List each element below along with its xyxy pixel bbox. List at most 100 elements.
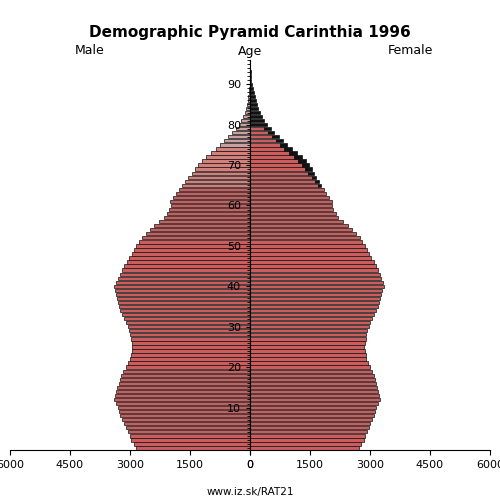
Bar	[202, 160, 250, 162]
Bar	[211, 152, 250, 154]
Text: Demographic Pyramid Carinthia 1996: Demographic Pyramid Carinthia 1996	[89, 25, 411, 40]
Bar	[250, 358, 366, 360]
Bar	[250, 123, 267, 126]
Bar	[250, 131, 268, 134]
Bar	[289, 152, 297, 154]
Bar	[169, 208, 250, 211]
Bar	[312, 176, 316, 179]
Bar	[123, 370, 250, 373]
Bar	[250, 248, 367, 252]
Bar	[128, 362, 250, 365]
Bar	[298, 160, 306, 162]
Bar	[250, 252, 369, 256]
Bar	[248, 99, 250, 102]
Bar	[250, 228, 352, 232]
Bar	[170, 200, 250, 203]
Bar	[119, 410, 250, 414]
Bar	[250, 386, 377, 389]
Bar	[250, 288, 382, 292]
Bar	[250, 82, 252, 86]
Bar	[247, 103, 250, 106]
Bar	[121, 374, 250, 377]
Bar	[250, 280, 383, 284]
Bar	[250, 346, 364, 348]
Bar	[250, 438, 364, 442]
Bar	[146, 232, 250, 235]
Bar	[250, 220, 343, 224]
Bar	[250, 370, 372, 373]
Bar	[272, 135, 279, 138]
Bar	[250, 422, 370, 426]
Bar	[250, 260, 374, 264]
Bar	[127, 260, 250, 264]
Bar	[315, 180, 319, 183]
Bar	[250, 244, 365, 248]
Bar	[115, 288, 250, 292]
Bar	[206, 156, 250, 158]
Bar	[114, 398, 250, 401]
Bar	[131, 438, 250, 442]
Bar	[250, 313, 374, 316]
Bar	[120, 414, 250, 418]
Bar	[250, 418, 372, 422]
Bar	[122, 313, 250, 316]
Bar	[246, 107, 250, 110]
Bar	[118, 406, 250, 409]
Bar	[250, 168, 305, 171]
Bar	[136, 244, 250, 248]
Bar	[250, 119, 264, 122]
Bar	[250, 90, 254, 94]
Bar	[117, 386, 250, 389]
Bar	[129, 256, 250, 260]
Bar	[120, 272, 250, 276]
Bar	[232, 131, 250, 134]
Bar	[176, 192, 250, 195]
Bar	[150, 228, 250, 232]
Bar	[250, 341, 365, 344]
Bar	[130, 434, 250, 438]
Bar	[198, 164, 250, 166]
Bar	[250, 184, 318, 187]
Bar	[250, 127, 264, 130]
Bar	[268, 131, 274, 134]
Bar	[250, 284, 384, 288]
Bar	[250, 236, 360, 240]
Bar	[250, 74, 251, 78]
Bar	[248, 94, 250, 98]
Bar	[132, 341, 250, 344]
Bar	[250, 410, 375, 414]
Bar	[250, 390, 378, 393]
Bar	[250, 325, 369, 328]
Bar	[250, 434, 365, 438]
Bar	[185, 180, 250, 183]
Bar	[126, 366, 250, 369]
Bar	[134, 248, 250, 252]
Bar	[224, 139, 250, 142]
Bar	[250, 216, 338, 220]
Bar	[154, 224, 250, 228]
Bar	[250, 350, 365, 352]
Bar	[250, 188, 324, 191]
Bar	[250, 442, 361, 446]
Text: Male: Male	[75, 44, 105, 58]
Bar	[250, 256, 371, 260]
Bar	[159, 220, 250, 224]
Bar	[171, 204, 250, 207]
Text: Female: Female	[388, 44, 432, 58]
Bar	[220, 143, 250, 146]
Bar	[216, 148, 250, 150]
Bar	[114, 284, 250, 288]
Bar	[250, 160, 298, 162]
Bar	[250, 164, 302, 166]
Bar	[250, 264, 376, 268]
Bar	[250, 148, 284, 150]
Bar	[167, 212, 250, 215]
Bar	[243, 115, 250, 118]
Bar	[250, 94, 254, 98]
Bar	[250, 272, 380, 276]
Bar	[128, 430, 250, 434]
Bar	[250, 414, 374, 418]
Bar	[250, 143, 280, 146]
Bar	[250, 382, 376, 385]
Bar	[250, 212, 336, 215]
